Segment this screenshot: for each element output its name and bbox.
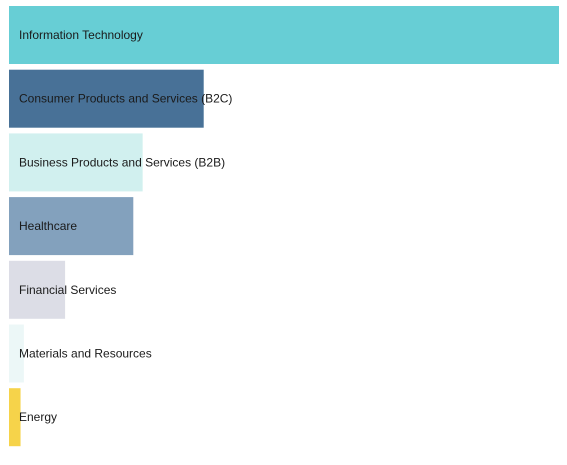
bar-financial-services[interactable] bbox=[9, 260, 66, 319]
bar-label: Materials and Resources bbox=[19, 347, 152, 361]
bar-label: Business Products and Services (B2B) bbox=[19, 155, 225, 169]
bar-energy[interactable] bbox=[9, 388, 21, 447]
bar-healthcare[interactable] bbox=[9, 197, 134, 256]
bar-label: Healthcare bbox=[19, 219, 77, 233]
bar-consumer-products-and-services-b2c[interactable] bbox=[9, 69, 204, 128]
bar-label: Consumer Products and Services (B2C) bbox=[19, 92, 232, 106]
bar-information-technology[interactable] bbox=[9, 6, 559, 64]
bar-label: Financial Services bbox=[19, 283, 116, 297]
bar-business-products-and-services-b2b[interactable] bbox=[9, 133, 143, 192]
bar-label: Information Technology bbox=[19, 28, 143, 42]
bar-materials-and-resources[interactable] bbox=[9, 324, 24, 383]
bar-label: Energy bbox=[19, 410, 57, 424]
